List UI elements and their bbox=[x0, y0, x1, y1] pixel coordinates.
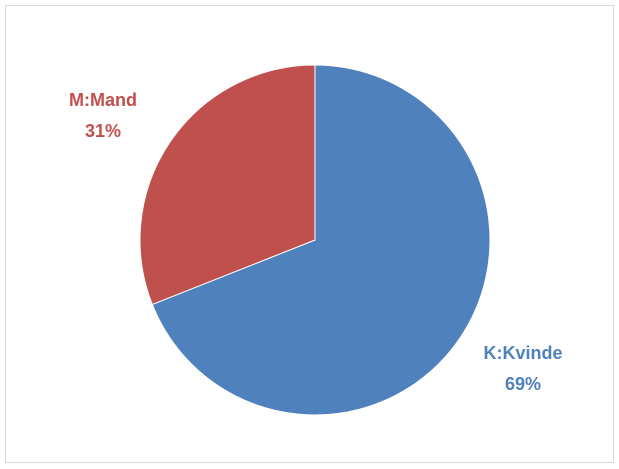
label-mand-value: 31% bbox=[85, 121, 121, 141]
label-mand-name: M:Mand bbox=[69, 90, 137, 110]
slice-mand bbox=[139, 64, 316, 306]
pie-slices bbox=[139, 64, 491, 416]
label-kvinde-name: K:Kvinde bbox=[483, 343, 562, 363]
label-kvinde-value: 69% bbox=[505, 374, 541, 394]
pie-labels: K:Kvinde 69% M:Mand 31% bbox=[69, 90, 563, 394]
slice-kvinde bbox=[151, 64, 491, 416]
